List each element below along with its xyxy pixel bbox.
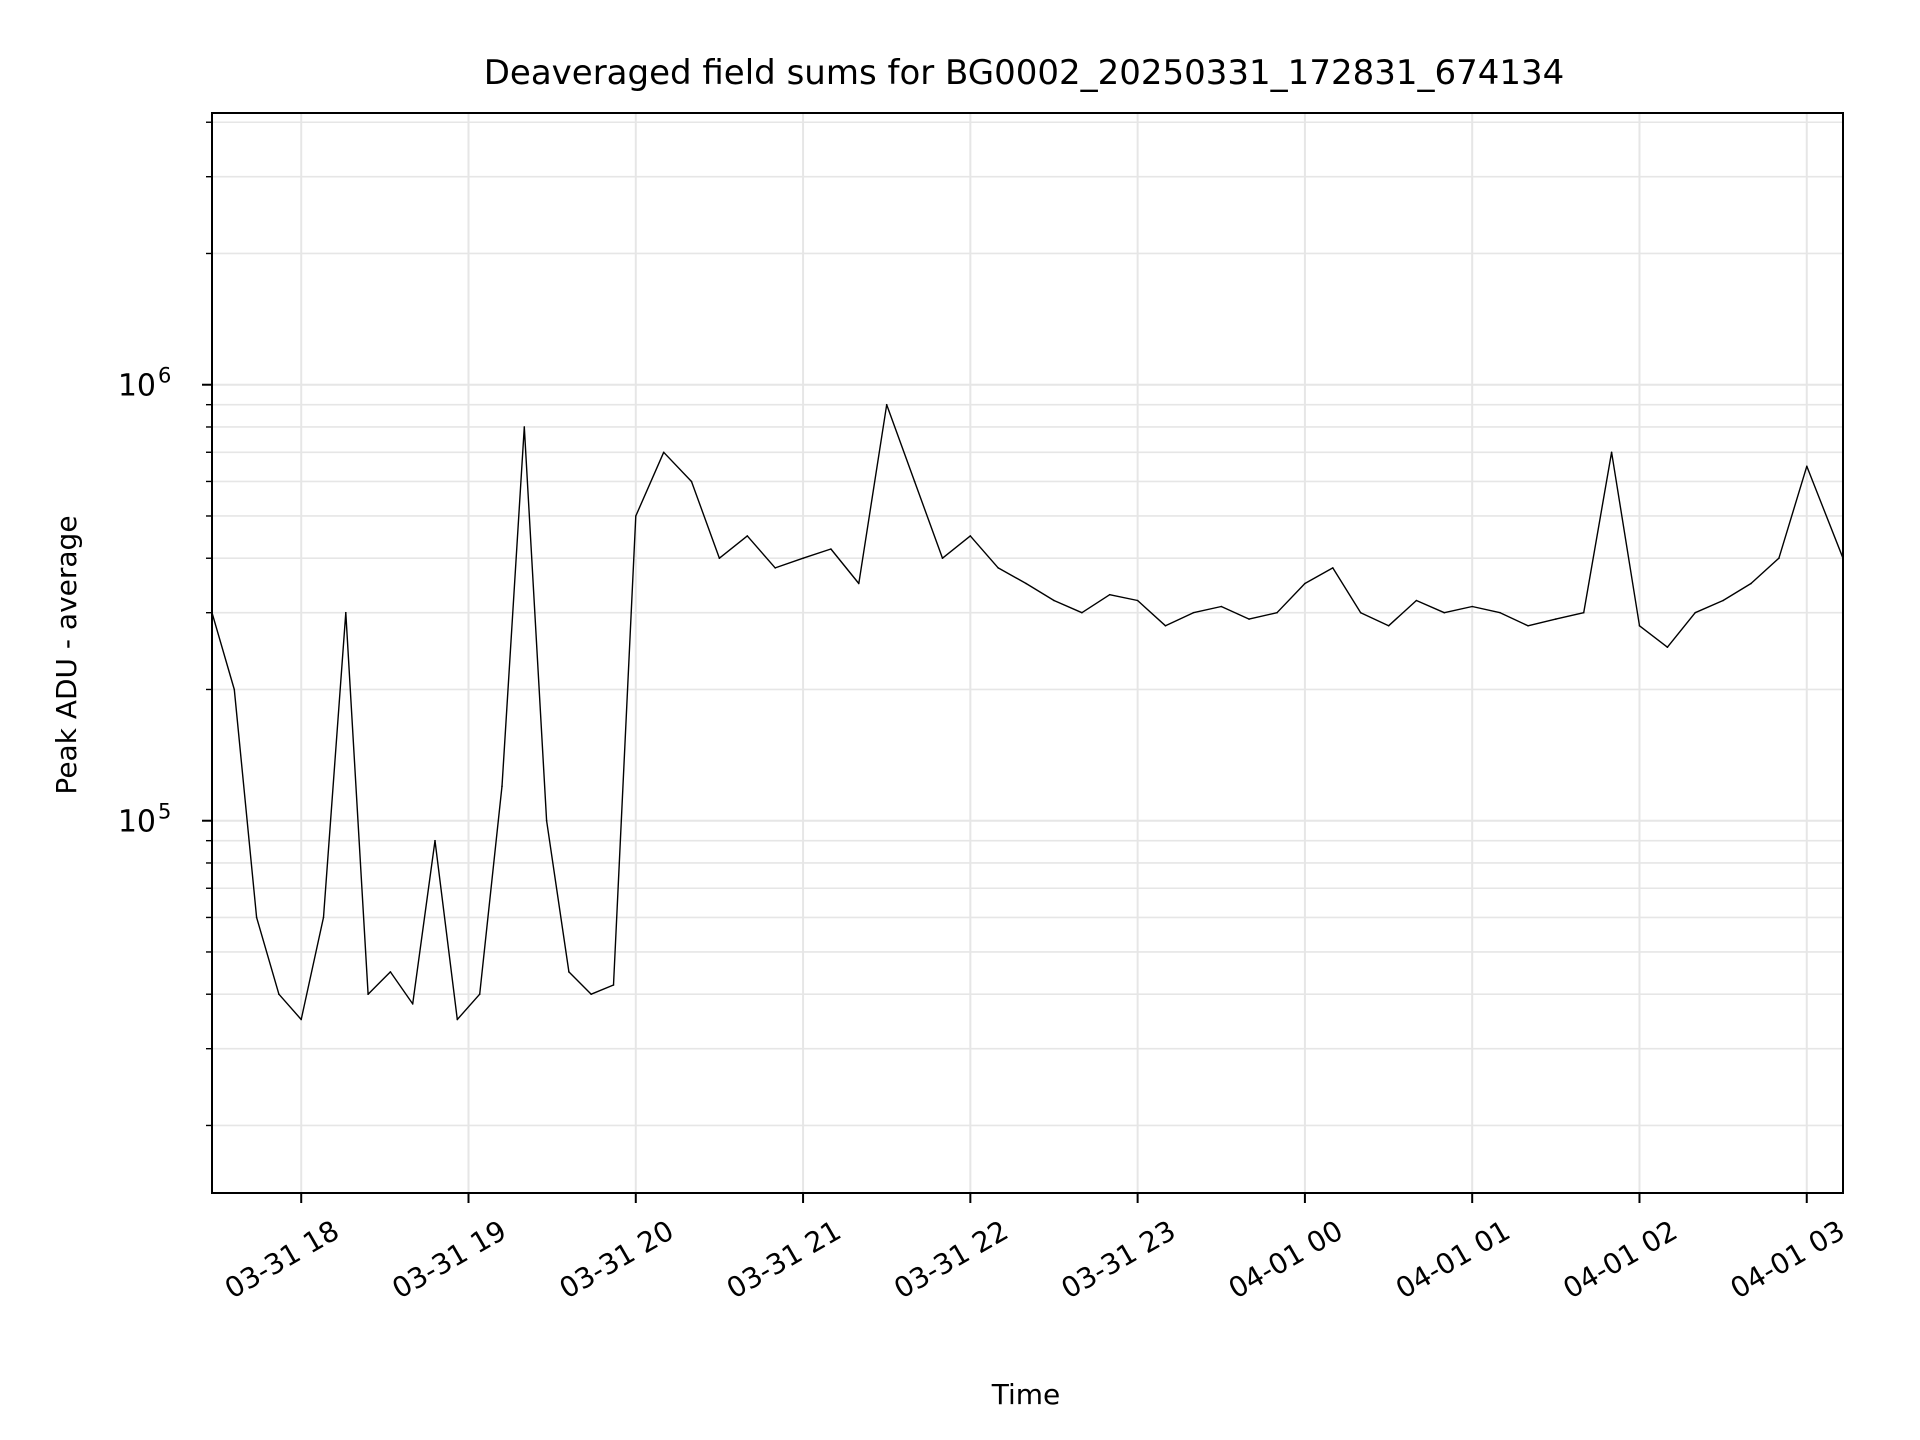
series-point <box>690 480 693 483</box>
series-point <box>1582 611 1585 614</box>
series-point <box>1192 611 1195 614</box>
x-axis-title: Time <box>991 1378 1061 1411</box>
series-point <box>1694 611 1696 614</box>
series-point <box>1555 618 1557 620</box>
series-point <box>1527 625 1529 627</box>
plot-frame <box>211 112 1844 1194</box>
series-point <box>1415 599 1418 602</box>
y-tick-label: 10 <box>118 805 156 840</box>
series-point <box>1248 618 1250 620</box>
series-point <box>1220 605 1223 608</box>
series-point <box>1081 611 1083 614</box>
series-point <box>830 548 832 550</box>
series-point <box>1778 557 1780 559</box>
y-axis-title: Peak ADU - average <box>50 515 83 794</box>
series-layer <box>212 403 1843 1021</box>
series-point <box>1471 605 1473 608</box>
series-point <box>774 567 776 569</box>
series-point <box>367 993 369 995</box>
series-point <box>278 993 280 995</box>
y-tick-exponent: 6 <box>158 364 171 388</box>
series-point <box>913 480 916 483</box>
series-point <box>568 971 570 973</box>
series-point <box>635 515 637 517</box>
series-point <box>969 535 972 537</box>
series-point <box>389 971 392 973</box>
series-point <box>662 451 665 454</box>
series-point <box>1806 465 1808 468</box>
series-point <box>434 839 436 842</box>
y-tick-label: 10 <box>118 369 156 404</box>
series-point <box>612 984 615 986</box>
y-tick-exponent: 5 <box>158 800 171 824</box>
series-point <box>501 785 503 787</box>
series-point <box>345 611 347 614</box>
series-point <box>997 567 999 569</box>
series-point <box>456 1018 459 1021</box>
series-point <box>411 1003 414 1005</box>
series-point <box>322 916 325 919</box>
series-point <box>885 403 888 406</box>
series-point <box>1499 611 1501 614</box>
series-point <box>1304 582 1306 585</box>
series-point <box>255 916 258 919</box>
series-point <box>1722 599 1724 602</box>
series-point <box>590 993 592 995</box>
series-point <box>233 688 236 691</box>
series-point <box>718 557 721 559</box>
series-point <box>523 426 526 428</box>
series-point <box>1443 611 1446 614</box>
series-point <box>1387 625 1390 627</box>
series-point <box>941 557 944 559</box>
series-point <box>478 993 481 995</box>
series-point <box>1053 599 1055 602</box>
grid <box>212 113 1843 1193</box>
series-point <box>1108 593 1111 596</box>
series-point <box>1359 611 1362 614</box>
series-point <box>1276 611 1278 614</box>
series-point <box>858 582 860 585</box>
series-point <box>1164 625 1167 627</box>
chart-title: Deaveraged field sums for BG0002_2025033… <box>484 53 1565 93</box>
series-point <box>1666 646 1669 648</box>
series-point <box>1610 451 1613 454</box>
series-point <box>1332 567 1334 569</box>
series-point <box>1025 582 1027 585</box>
series-point <box>300 1018 303 1021</box>
series-point <box>1638 625 1641 627</box>
series-point <box>1136 599 1139 602</box>
series-point <box>802 557 804 559</box>
series-point <box>545 819 548 822</box>
series-point <box>1750 582 1752 585</box>
series-point <box>746 535 749 537</box>
